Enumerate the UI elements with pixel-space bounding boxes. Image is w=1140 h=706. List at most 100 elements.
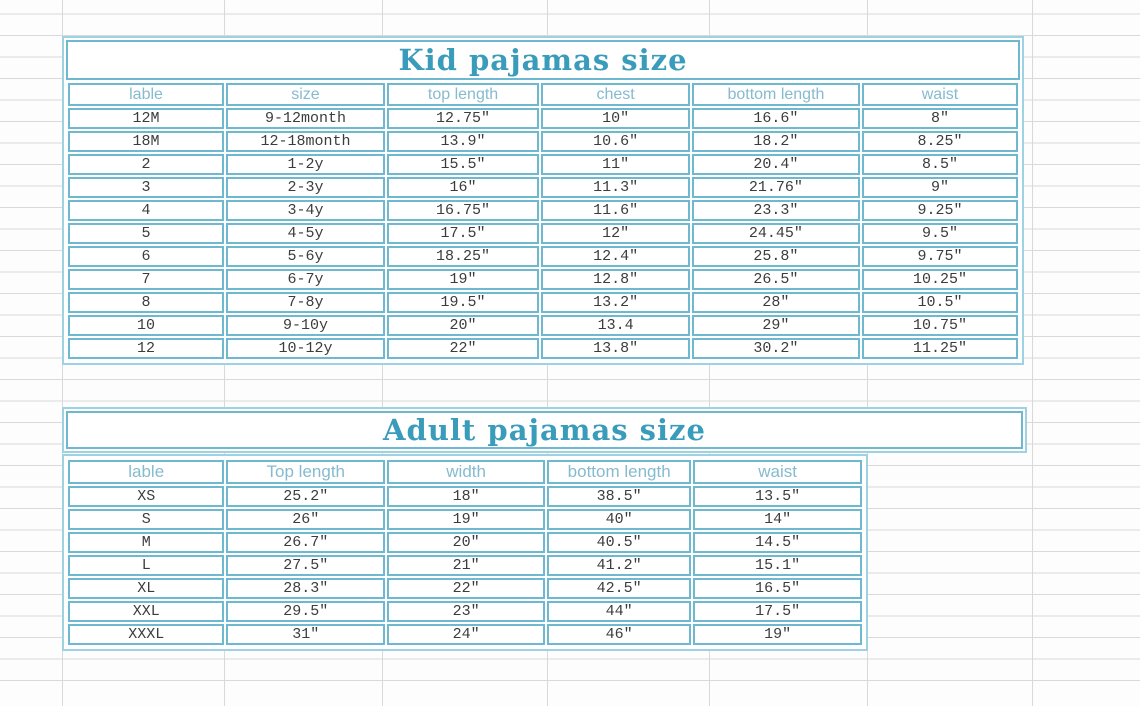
cell: 2-3y <box>226 177 385 198</box>
kid-size-table: lable size top length chest bottom length wai… <box>66 81 1020 361</box>
cell: 24.45″ <box>691 223 860 244</box>
column-header: lable <box>68 460 225 484</box>
cell: 12″ <box>541 223 690 244</box>
cell: 28.3″ <box>226 578 386 599</box>
column-header: Top length <box>226 460 386 484</box>
cell: 16.75″ <box>386 200 540 221</box>
cell: 5 <box>68 223 225 244</box>
cell: 17.5″ <box>386 223 540 244</box>
cell: 11.25″ <box>861 338 1018 359</box>
cell: 8.25″ <box>861 131 1018 152</box>
cell: 23″ <box>387 601 546 622</box>
cell: 23.3″ <box>691 200 860 221</box>
cell: 3 <box>68 177 225 198</box>
cell: 15.1″ <box>693 555 862 576</box>
cell: 1-2y <box>226 154 385 175</box>
cell: 10″ <box>541 108 690 129</box>
cell: 20″ <box>387 532 546 553</box>
cell: 20.4″ <box>691 154 860 175</box>
table-row: XS 25.2″ 18″ 38.5″ 13.5″ <box>68 486 862 507</box>
adult-title-section: Adult pajamas size <box>62 407 1027 453</box>
cell: 19″ <box>693 624 862 645</box>
cell: 10.5″ <box>861 292 1018 313</box>
cell: 7 <box>68 269 225 290</box>
cell: 11″ <box>541 154 690 175</box>
cell: 13.5″ <box>693 486 862 507</box>
cell: 9.5″ <box>861 223 1018 244</box>
cell: 12.4″ <box>541 246 690 267</box>
adult-size-table-section: lable Top length width bottom length waist X… <box>62 454 868 651</box>
cell: 18M <box>68 131 225 152</box>
cell: 4-5y <box>226 223 385 244</box>
table-row: 4 3-4y 16.75″ 11.6″ 23.3″ 9.25″ <box>68 200 1018 221</box>
column-header: lable <box>68 83 225 106</box>
table-row: M 26.7″ 20″ 40.5″ 14.5″ <box>68 532 862 553</box>
cell: 38.5″ <box>547 486 692 507</box>
adult-size-table: lable Top length width bottom length waist X… <box>66 458 864 647</box>
cell: 10.6″ <box>541 131 690 152</box>
cell: XS <box>68 486 225 507</box>
cell: 20″ <box>386 315 540 336</box>
cell: 40″ <box>547 509 692 530</box>
cell: 13.8″ <box>541 338 690 359</box>
cell: 46″ <box>547 624 692 645</box>
cell: 28″ <box>691 292 860 313</box>
cell: 10 <box>68 315 225 336</box>
cell: 11.3″ <box>541 177 690 198</box>
cell: 8″ <box>861 108 1018 129</box>
column-header: chest <box>541 83 690 106</box>
cell: 6-7y <box>226 269 385 290</box>
cell: 7-8y <box>226 292 385 313</box>
cell: 13.9″ <box>386 131 540 152</box>
cell: 25.2″ <box>226 486 386 507</box>
cell: 9.75″ <box>861 246 1018 267</box>
cell: 16.6″ <box>691 108 860 129</box>
cell: XL <box>68 578 225 599</box>
cell: 27.5″ <box>226 555 386 576</box>
table-row: 12 10-12y 22″ 13.8″ 30.2″ 11.25″ <box>68 338 1018 359</box>
cell: 11.6″ <box>541 200 690 221</box>
table-row: XXL 29.5″ 23″ 44″ 17.5″ <box>68 601 862 622</box>
column-header: width <box>387 460 546 484</box>
column-header: bottom length <box>691 83 860 106</box>
cell: 12M <box>68 108 225 129</box>
cell: 2 <box>68 154 225 175</box>
cell: 19″ <box>386 269 540 290</box>
cell: S <box>68 509 225 530</box>
cell: 17.5″ <box>693 601 862 622</box>
cell: 3-4y <box>226 200 385 221</box>
cell: XXL <box>68 601 225 622</box>
cell: 6 <box>68 246 225 267</box>
column-header: waist <box>861 83 1018 106</box>
cell: 16.5″ <box>693 578 862 599</box>
cell: 22″ <box>387 578 546 599</box>
table-row: 12M 9-12month 12.75″ 10″ 16.6″ 8″ <box>68 108 1018 129</box>
table-row: 18M 12-18month 13.9″ 10.6″ 18.2″ 8.25″ <box>68 131 1018 152</box>
table-row: L 27.5″ 21″ 41.2″ 15.1″ <box>68 555 862 576</box>
cell: 9″ <box>861 177 1018 198</box>
cell: 9-10y <box>226 315 385 336</box>
cell: 19″ <box>387 509 546 530</box>
cell: 18″ <box>387 486 546 507</box>
table-row: 6 5-6y 18.25″ 12.4″ 25.8″ 9.75″ <box>68 246 1018 267</box>
table-row: XXXL 31″ 24″ 46″ 19″ <box>68 624 862 645</box>
cell: 9.25″ <box>861 200 1018 221</box>
cell: 15.5″ <box>386 154 540 175</box>
cell: 29″ <box>691 315 860 336</box>
column-header: waist <box>693 460 862 484</box>
kid-table-title: Kid pajamas size <box>66 40 1020 80</box>
column-header: top length <box>386 83 540 106</box>
cell: 31″ <box>226 624 386 645</box>
table-row: 5 4-5y 17.5″ 12″ 24.45″ 9.5″ <box>68 223 1018 244</box>
cell: 26.7″ <box>226 532 386 553</box>
table-row: 2 1-2y 15.5″ 11″ 20.4″ 8.5″ <box>68 154 1018 175</box>
cell: 13.2″ <box>541 292 690 313</box>
adult-header-row: lable Top length width bottom length waist <box>68 460 862 484</box>
cell: 30.2″ <box>691 338 860 359</box>
table-row: S 26″ 19″ 40″ 14″ <box>68 509 862 530</box>
cell: L <box>68 555 225 576</box>
adult-table-title: Adult pajamas size <box>66 411 1023 449</box>
cell: 41.2″ <box>547 555 692 576</box>
column-header: bottom length <box>547 460 692 484</box>
table-row: 3 2-3y 16″ 11.3″ 21.76″ 9″ <box>68 177 1018 198</box>
